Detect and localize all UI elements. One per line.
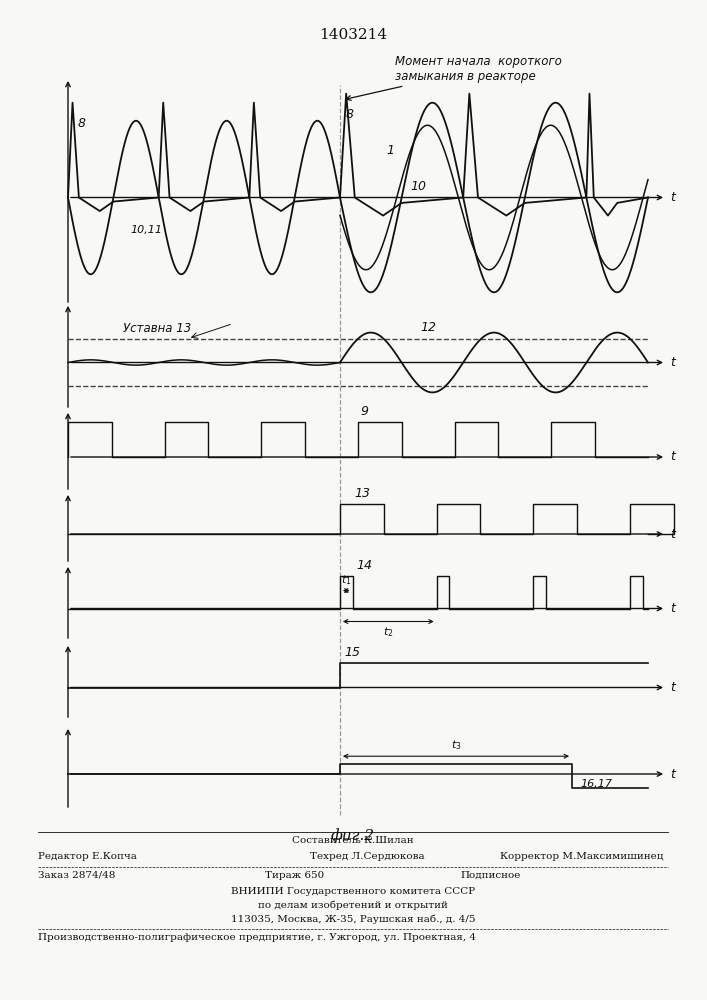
Text: 8: 8 [78,117,86,130]
Text: 1: 1 [386,144,394,157]
Text: по делам изобретений и открытий: по делам изобретений и открытий [258,901,448,910]
Text: 10: 10 [410,180,426,193]
Text: Техред Л.Сердюкова: Техред Л.Сердюкова [310,852,425,861]
Text: $t_1$: $t_1$ [341,573,351,587]
Text: Уставна 13: Уставна 13 [123,322,192,335]
Text: 10,11: 10,11 [130,225,162,235]
Text: t: t [670,528,675,540]
Text: 9: 9 [360,405,368,418]
Text: Редактор Е.Копча: Редактор Е.Копча [38,852,137,861]
Text: Корректор М.Максимишинец: Корректор М.Максимишинец [500,852,663,861]
Text: Подписное: Подписное [460,871,520,880]
Text: Составитель К.Шилан: Составитель К.Шилан [292,836,414,845]
Text: 16,17: 16,17 [580,779,612,789]
Text: t: t [670,602,675,615]
Text: t: t [670,356,675,369]
Text: t: t [670,768,675,780]
Text: Момент начала  короткого
замыкания в реакторе: Момент начала короткого замыкания в реак… [346,55,562,100]
Text: Заказ 2874/48: Заказ 2874/48 [38,871,115,880]
Text: 8: 8 [346,108,354,121]
Text: $t_2$: $t_2$ [383,626,394,639]
Text: t: t [670,681,675,694]
Text: ВНИИПИ Государственного комитета СССР: ВНИИПИ Государственного комитета СССР [231,887,475,896]
Text: 12: 12 [420,321,436,334]
Text: 113035, Москва, Ж-35, Раушская наб., д. 4/5: 113035, Москва, Ж-35, Раушская наб., д. … [230,915,475,924]
Text: t: t [670,450,675,464]
Text: 15: 15 [344,646,360,659]
Text: 1403214: 1403214 [319,28,387,42]
Text: Производственно-полиграфическое предприятие, г. Ужгород, ул. Проектная, 4: Производственно-полиграфическое предприя… [38,933,476,942]
Text: 14: 14 [356,559,373,572]
Text: фиг.2: фиг.2 [331,828,375,843]
Text: $t_3$: $t_3$ [450,738,461,752]
Text: t: t [670,191,675,204]
Text: Тираж 650: Тираж 650 [265,871,325,880]
Text: 13: 13 [354,487,370,500]
